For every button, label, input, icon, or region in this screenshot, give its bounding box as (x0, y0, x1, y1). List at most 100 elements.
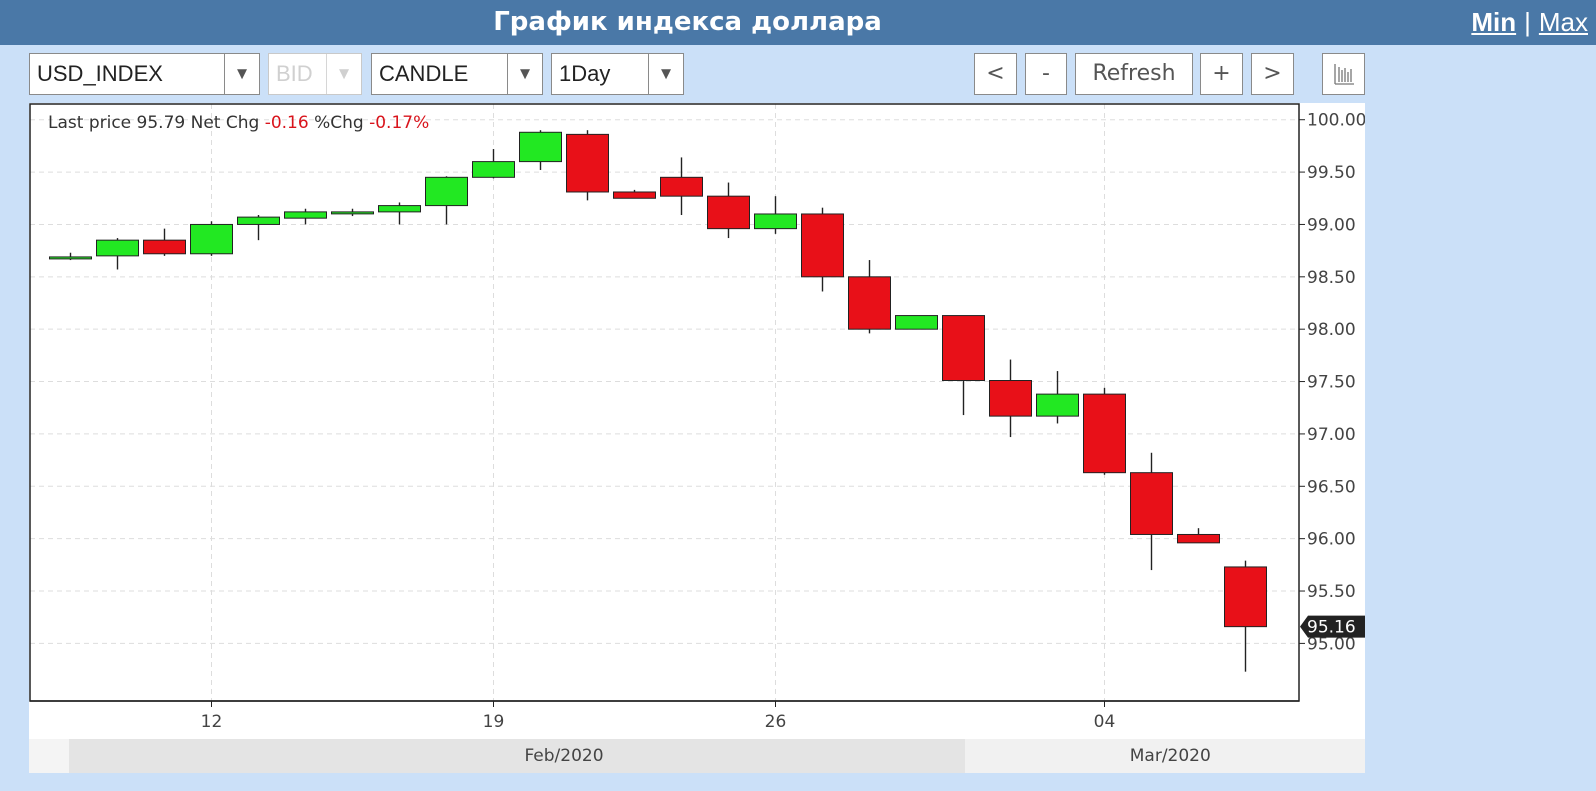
period-select[interactable]: 1Day ▼ (551, 53, 684, 95)
candle-body-up (331, 211, 374, 215)
candle-body-down (613, 191, 656, 199)
candle (942, 315, 985, 416)
y-tick-label: 97.50 (1307, 373, 1356, 393)
x-tick-label: 26 (765, 712, 787, 732)
candle-body-up (1036, 393, 1079, 417)
candle-body-up (425, 176, 468, 207)
candle (754, 196, 797, 234)
last-price-label: Last price (48, 113, 132, 133)
x-tick-label: 19 (483, 712, 505, 732)
triangle-down-icon: ▼ (224, 54, 259, 94)
candle-body-up (519, 131, 562, 163)
candle (331, 208, 374, 217)
candle (472, 149, 515, 179)
candle (425, 176, 468, 225)
candle (96, 238, 139, 270)
candle (1083, 387, 1126, 475)
candle-body-down (707, 195, 750, 230)
candle (519, 130, 562, 170)
candle (1036, 371, 1079, 424)
x-tick-label: 12 (201, 712, 223, 732)
current-price-label: 95.16 (1307, 618, 1356, 638)
month-band-edge (29, 739, 69, 773)
candle-body-up (472, 161, 515, 178)
prev-button[interactable]: < (974, 53, 1017, 95)
candle-body-up (190, 223, 233, 255)
candle (989, 359, 1032, 438)
chart-header: График индекса доллара Min | Max (0, 0, 1596, 45)
candle (143, 228, 186, 256)
y-tick-label: 99.00 (1307, 215, 1356, 235)
candle-body-down (848, 276, 891, 330)
pct-chg-label: %Chg (314, 113, 364, 133)
candle-body-up (237, 216, 280, 225)
zoom-out-button[interactable]: - (1025, 53, 1067, 95)
month-band (69, 739, 965, 773)
pct-chg-value: -0.17% (369, 113, 430, 133)
y-tick-label: 99.50 (1307, 163, 1356, 183)
zoom-in-button[interactable]: + (1200, 53, 1243, 95)
candle (237, 215, 280, 241)
candle (707, 182, 750, 239)
candle (49, 252, 92, 261)
price-type-select[interactable]: BID ▼ (268, 53, 362, 95)
candle-body-down (942, 315, 985, 382)
chart-settings-icon (1333, 64, 1354, 85)
y-tick-label: 97.00 (1307, 425, 1356, 445)
candle (1177, 528, 1220, 544)
candle-body-up (284, 211, 327, 219)
price-type-select-value: BID (276, 61, 313, 86)
net-chg-label: Net Chg (190, 113, 260, 133)
month-label: Feb/2020 (524, 746, 603, 766)
candle-body-up (96, 239, 139, 257)
symbol-select[interactable]: USD_INDEX ▼ (29, 53, 260, 95)
price-info: Last price 95.79 Net Chg -0.16 %Chg -0.1… (48, 113, 429, 133)
y-tick-label: 100.00 (1307, 111, 1365, 131)
chart-type-select[interactable]: CANDLE ▼ (371, 53, 543, 95)
candle (895, 315, 938, 330)
candle (1224, 560, 1267, 672)
next-button[interactable]: > (1251, 53, 1294, 95)
max-link[interactable]: Max (1538, 7, 1588, 37)
candle-body-up (49, 256, 92, 260)
candle-body-down (566, 133, 609, 193)
candle-body-up (754, 213, 797, 230)
x-tick-label: 04 (1094, 712, 1116, 732)
candle-body-up (895, 315, 938, 330)
refresh-button[interactable]: Refresh (1075, 53, 1193, 95)
y-tick-label: 96.50 (1307, 477, 1356, 497)
symbol-select-value: USD_INDEX (37, 61, 163, 86)
y-tick-label: 98.50 (1307, 268, 1356, 288)
candle-body-up (378, 205, 421, 213)
y-tick-label: 96.00 (1307, 530, 1356, 550)
size-links: Min | Max (1471, 0, 1588, 45)
month-band (965, 739, 1365, 773)
triangle-down-icon: ▼ (507, 54, 542, 94)
candle (848, 260, 891, 334)
candle (660, 157, 703, 216)
candle-body-down (143, 239, 186, 255)
triangle-down-icon: ▼ (648, 54, 683, 94)
month-label: Mar/2020 (1130, 746, 1211, 766)
page-title: График индекса доллара (493, 7, 882, 37)
candle (378, 202, 421, 225)
candle-body-down (989, 380, 1032, 417)
candle (190, 221, 233, 256)
current-price-marker (1300, 615, 1365, 638)
candle (1130, 452, 1173, 571)
link-separator: | (1524, 7, 1531, 37)
candle (613, 189, 656, 199)
period-select-value: 1Day (559, 61, 611, 86)
chart-type-select-value: CANDLE (379, 61, 469, 86)
candle (801, 207, 844, 292)
candle (566, 130, 609, 201)
candle-body-down (1130, 472, 1173, 535)
min-link[interactable]: Min (1471, 7, 1517, 37)
y-tick-label: 95.50 (1307, 582, 1356, 602)
chart-settings-button[interactable] (1322, 53, 1365, 95)
candle-body-down (801, 213, 844, 278)
candle-body-down (1177, 533, 1220, 544)
y-tick-label: 98.00 (1307, 320, 1356, 340)
net-chg-value: -0.16 (264, 113, 309, 133)
candlestick-chart[interactable]: 95.00 95.50 96.00 96.50 97.00 97.50 98.00 98.50… (29, 103, 1365, 773)
